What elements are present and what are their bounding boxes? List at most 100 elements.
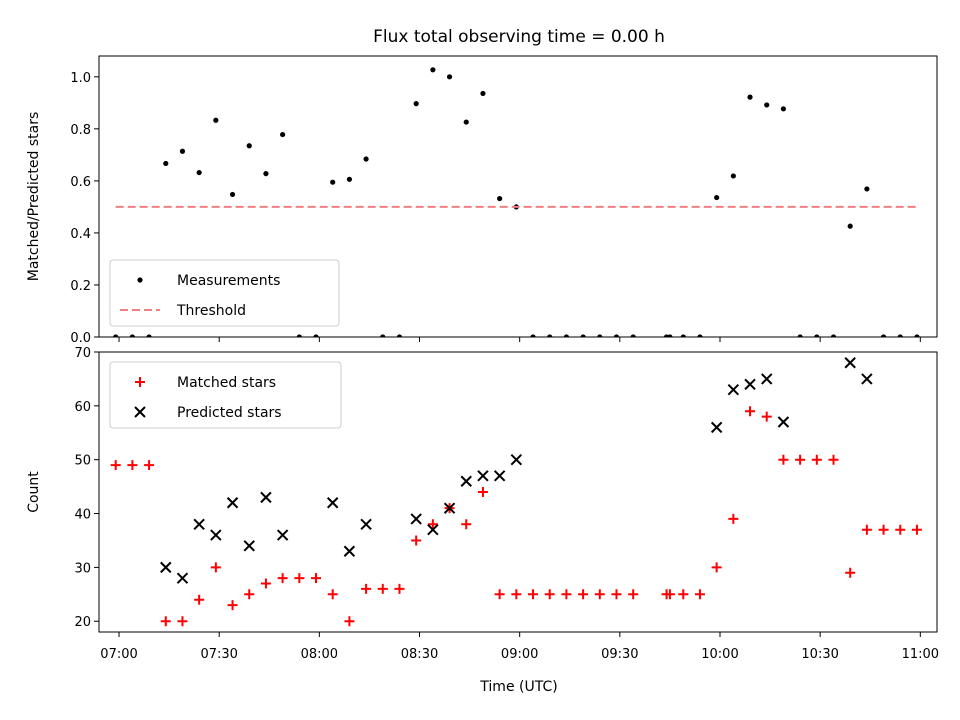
matched-stars-point	[277, 573, 288, 584]
matched-stars-point	[260, 578, 271, 589]
matched-stars-point	[678, 589, 689, 600]
measurement-point	[280, 131, 286, 138]
matched-stars-point	[327, 589, 338, 600]
plot-area	[113, 67, 920, 337]
measurement-point	[497, 195, 503, 202]
predicted-stars-point	[460, 475, 472, 487]
y-tick-label: 0.8	[70, 123, 91, 138]
y-tick-label: 0.2	[70, 279, 91, 294]
y-tick-label: 50	[74, 454, 91, 469]
predicted-stars-point	[176, 572, 189, 584]
x-tick-label: 09:00	[501, 647, 538, 662]
matched-stars-point	[311, 573, 322, 584]
matched-stars-point	[361, 583, 372, 594]
y-axis-title: Matched/Predicted stars	[26, 112, 42, 282]
predicted-stars-point	[727, 383, 740, 396]
legend-box	[109, 259, 340, 327]
matched-stars-point	[377, 583, 388, 594]
predicted-stars-point	[777, 416, 790, 428]
measurement-point	[380, 334, 386, 337]
measurement-point	[613, 334, 620, 337]
measurement-point	[880, 334, 887, 337]
y-tick-label: 70	[74, 346, 91, 361]
measurement-point	[146, 334, 152, 337]
legend-measurement-swatch	[137, 277, 143, 283]
x-tick-label: 10:00	[701, 647, 738, 662]
matched-stars-point	[494, 589, 505, 600]
matched-stars-point	[778, 454, 789, 465]
measurement-point	[330, 179, 336, 185]
legend-label: Matched stars	[177, 375, 276, 391]
predicted-stars-point	[343, 545, 356, 557]
predicted-stars-point	[710, 421, 723, 434]
predicted-stars-point	[493, 470, 506, 482]
matched-stars-point	[160, 616, 171, 627]
matched-stars-point	[628, 589, 639, 600]
predicted-stars-point	[360, 518, 372, 531]
predicted-stars-point	[443, 502, 456, 514]
measurement-point	[530, 334, 536, 337]
predicted-stars-point	[861, 373, 873, 385]
matched-stars-point	[344, 616, 355, 627]
measurement-point	[213, 117, 219, 123]
y-tick-label: 0.4	[70, 227, 91, 242]
predicted-stars-point	[510, 453, 523, 466]
matched-stars-point	[878, 524, 889, 535]
matched-stars-point	[561, 589, 572, 600]
matched-stars-point	[664, 589, 675, 600]
x-tick-label: 10:30	[801, 647, 838, 662]
predicted-stars-point	[210, 529, 222, 541]
matched-stars-point	[411, 535, 422, 546]
predicted-stars-point	[844, 357, 856, 369]
matched-stars-point	[594, 589, 605, 600]
measurement-point	[129, 334, 135, 337]
matched-stars-point	[110, 460, 121, 471]
measurement-point	[163, 160, 169, 167]
measurement-point	[263, 171, 269, 177]
measurement-point	[413, 101, 419, 107]
y-axis-title: Count	[26, 471, 42, 513]
y-tick-label: 60	[74, 400, 91, 415]
predicted-stars-point	[160, 561, 172, 574]
matched-stars-point	[895, 524, 906, 535]
measurement-point	[764, 102, 770, 108]
matched-stars-point	[694, 589, 705, 600]
y-tick-label: 20	[74, 615, 91, 630]
measurement-point	[179, 148, 186, 154]
predicted-stars-point	[276, 529, 289, 541]
predicted-stars-point	[326, 497, 339, 509]
y-tick-label: 30	[74, 561, 91, 576]
x-axis-title: Time (UTC)	[479, 679, 557, 695]
matched-stars-point	[244, 589, 255, 600]
legend-label: Threshold	[176, 303, 246, 319]
measurement-point	[714, 194, 720, 201]
matched-stars-point	[394, 583, 405, 594]
legend-label: Predicted stars	[177, 405, 282, 421]
matched-stars-point	[427, 519, 438, 530]
measurement-point	[313, 334, 319, 337]
measurement-point	[667, 334, 673, 337]
panel-frame	[98, 55, 938, 338]
matched-stars-point	[811, 454, 822, 465]
predicted-stars-point	[761, 373, 773, 385]
panel-frame	[98, 351, 938, 633]
measurement-point	[697, 334, 703, 337]
matched-stars-point	[227, 600, 238, 611]
measurement-point	[897, 334, 903, 337]
matched-stars-point	[477, 487, 488, 497]
predicted-stars-point	[243, 540, 255, 552]
measurement-point	[563, 334, 570, 337]
measurement-point	[847, 223, 853, 229]
x-tick-label: 11:00	[902, 647, 939, 662]
measurement-point	[229, 191, 236, 198]
y-tick-label: 40	[74, 508, 91, 523]
predicted-stars-point	[477, 470, 489, 482]
matched-stars-point	[544, 589, 555, 600]
measurement-point	[597, 334, 603, 337]
x-tick-label: 08:00	[301, 647, 338, 662]
measurement-point	[463, 119, 469, 125]
legend-label: Measurements	[177, 273, 280, 289]
matched-stars-point	[127, 460, 138, 471]
measurement-point	[797, 334, 803, 337]
